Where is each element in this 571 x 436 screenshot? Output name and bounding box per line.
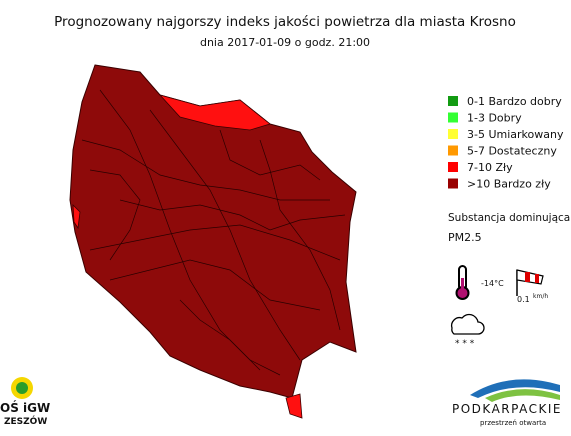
wind-speed: 0.1 <box>517 295 530 304</box>
legend: 0-1 Bardzo dobry 1-3 Dobry 3-5 Umiarkowany… <box>448 95 564 191</box>
windsock-icon <box>516 269 544 296</box>
legend-label: 7-10 Zły <box>467 161 513 174</box>
title: Prognozowany najgorszy indeks jakości po… <box>54 14 516 30</box>
district-area <box>158 94 271 131</box>
district-area <box>285 393 303 419</box>
snow-icon: * * * <box>451 313 485 349</box>
logo-text: OŚ iGW <box>0 400 50 415</box>
legend-label: 5-7 Dostateczny <box>467 145 557 158</box>
map <box>69 64 357 419</box>
legend-swatch <box>448 178 458 189</box>
wind-unit: km/h <box>533 293 548 300</box>
legend-label: 0-1 Bardzo dobry <box>467 95 562 108</box>
legend-swatch <box>448 162 458 172</box>
pollutant-value: PM2.5 <box>448 231 482 244</box>
legend-swatch <box>448 129 458 139</box>
legend-label: 3-5 Umiarkowany <box>467 128 564 141</box>
logo-text: ZESZÓW <box>4 415 47 427</box>
subtitle: dnia 2017-01-09 o godz. 21:00 <box>200 36 370 49</box>
district-area <box>72 203 81 230</box>
legend-swatch <box>448 112 458 123</box>
pollutant-heading: Substancja dominująca: <box>448 212 571 224</box>
roads <box>81 89 346 376</box>
thermometer-icon <box>455 265 470 300</box>
legend-swatch <box>448 96 458 106</box>
legend-swatch <box>448 145 458 156</box>
logo-text: PODKARPACKIE <box>452 402 562 416</box>
temperature: -14°C <box>481 279 504 288</box>
legend-label: 1-3 Dobry <box>467 112 522 125</box>
svg-text:* * *: * * * <box>455 339 475 349</box>
logo-left: OŚ iGW ZESZÓW <box>0 377 50 427</box>
logo-right: PODKARPACKIE przestrzeń otwarta <box>452 379 562 427</box>
legend-label: >10 Bardzo zły <box>467 178 551 191</box>
logo-text: przestrzeń otwarta <box>480 419 546 427</box>
